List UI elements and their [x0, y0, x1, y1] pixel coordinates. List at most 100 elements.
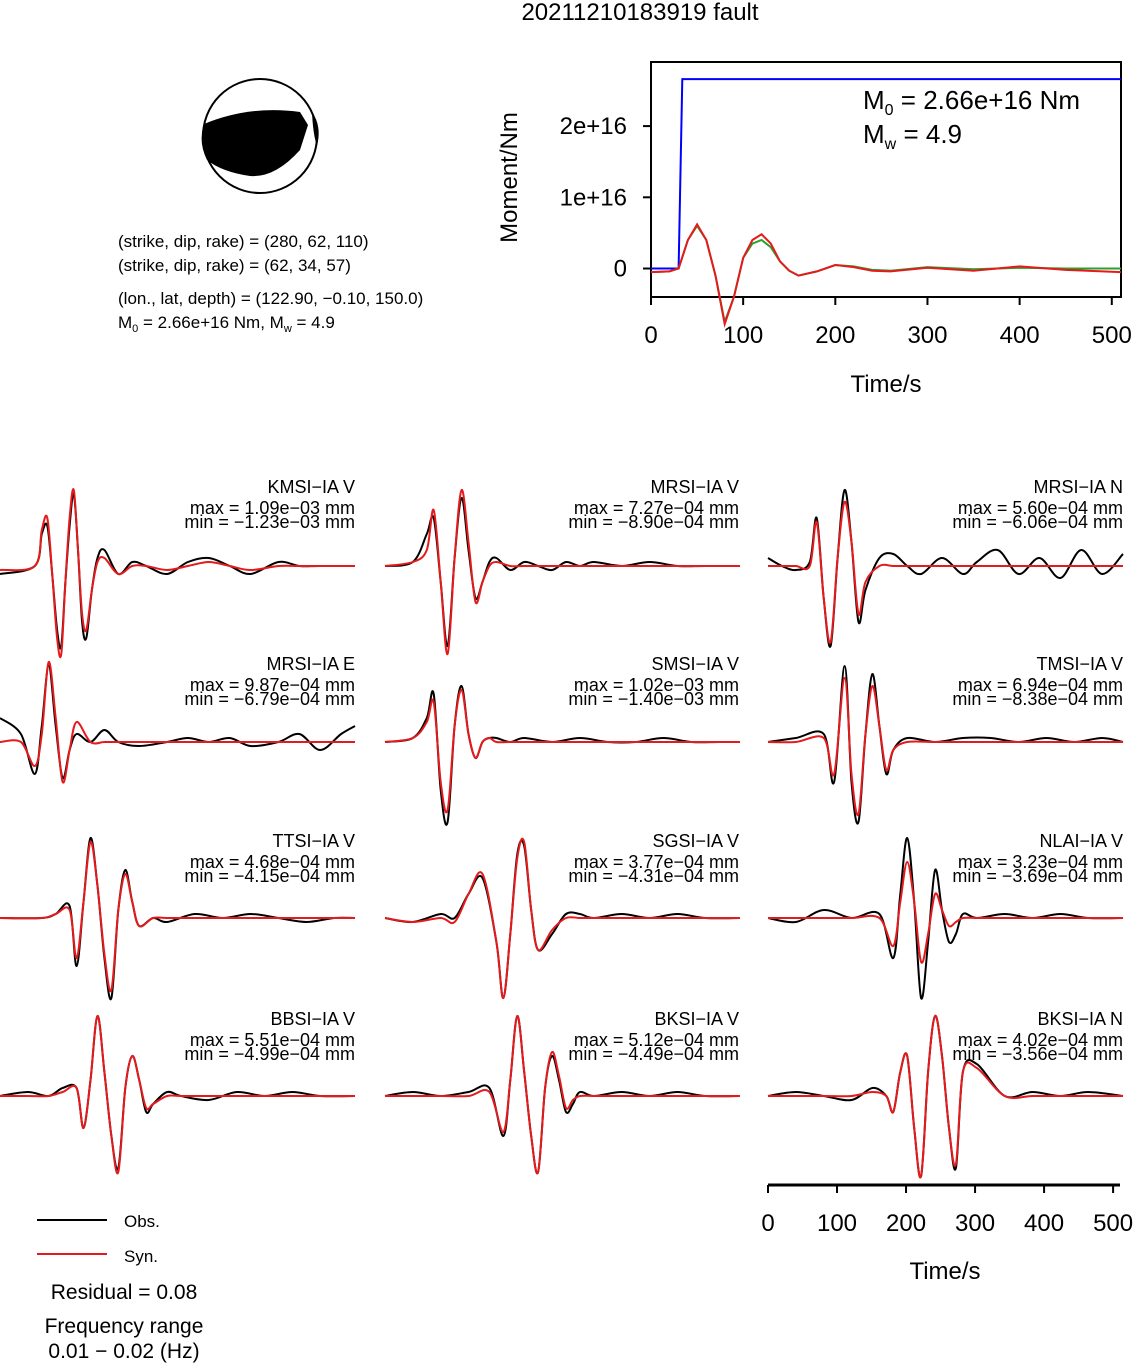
- moment-xtick-label: 500: [1092, 322, 1132, 349]
- wave-xtick-label: 200: [886, 1210, 926, 1237]
- station-label: SGSI−IA V: [652, 831, 739, 851]
- max-amplitude-label: max = 7.27e−04 mm: [574, 498, 739, 518]
- figure-title: 20211210183919 fault: [521, 0, 758, 26]
- moment-plot-frame: [650, 61, 1122, 298]
- synthetic-waveform: [0, 488, 355, 659]
- max-amplitude-label: max = 1.09e−03 mm: [190, 498, 355, 518]
- moment-label: M0 = 2.66e+16 Nm, Mw = 4.9: [118, 313, 335, 335]
- wave-xtick-label: 100: [817, 1210, 857, 1237]
- synthetic-waveform: [768, 860, 1123, 964]
- min-amplitude-label: min = −6.79e−04 mm: [184, 689, 355, 709]
- legend: Obs. Syn.: [37, 1212, 160, 1266]
- synthetic-waveform: [384, 837, 740, 1000]
- station-label: NLAI−IA V: [1039, 831, 1123, 851]
- max-amplitude-label: max = 9.87e−04 mm: [190, 675, 355, 695]
- station-label: BKSI−IA V: [654, 1009, 739, 1029]
- wave-xtick-label: 300: [955, 1210, 995, 1237]
- min-amplitude-label: min = −4.15e−04 mm: [184, 866, 355, 886]
- min-amplitude-label: min = −6.06e−04 mm: [952, 512, 1123, 532]
- legend-syn-label: Syn.: [124, 1247, 158, 1266]
- station-label: BBSI−IA V: [270, 1009, 355, 1029]
- max-amplitude-label: max = 5.12e−04 mm: [574, 1030, 739, 1050]
- synthetic-waveform: [767, 1014, 1123, 1179]
- min-amplitude-label: min = −8.38e−04 mm: [952, 689, 1123, 709]
- location-label: (lon., lat, depth) = (122.90, −0.10, 150…: [118, 289, 423, 308]
- plane1-label: (strike, dip, rake) = (280, 62, 110): [118, 232, 369, 251]
- station-label: BKSI−IA N: [1037, 1009, 1123, 1029]
- synthetic-waveform: [767, 676, 1123, 817]
- frequency-title: Frequency range: [45, 1315, 204, 1338]
- station-label: TTSI−IA V: [272, 831, 355, 851]
- moment-xtick-label: 0: [644, 322, 657, 349]
- station-label: SMSI−IA V: [651, 654, 739, 674]
- moment-xtick-label: 200: [815, 322, 855, 349]
- synthetic-waveform: [767, 500, 1123, 644]
- max-amplitude-label: max = 5.51e−04 mm: [190, 1030, 355, 1050]
- observed-waveform: [0, 836, 356, 1001]
- station-label: MRSI−IA V: [650, 477, 739, 497]
- frequency-value: 0.01 − 0.02 (Hz): [48, 1340, 199, 1363]
- min-amplitude-label: min = −3.56e−04 mm: [952, 1044, 1123, 1064]
- max-amplitude-label: max = 3.77e−04 mm: [574, 852, 739, 872]
- moment-rate-chart: 0 100 200 300 400 500 0 1e+16 2e+16 Time/s Moment/…: [496, 61, 1132, 398]
- moment-ylabel: Moment/Nm: [496, 112, 523, 243]
- station-label: MRSI−IA E: [266, 654, 355, 674]
- max-amplitude-label: max = 6.94e−04 mm: [958, 675, 1123, 695]
- beachball-icon: [201, 78, 319, 194]
- max-amplitude-label: max = 4.02e−04 mm: [958, 1030, 1123, 1050]
- moment-xlabel: Time/s: [850, 371, 921, 398]
- wave-xtick-label: 400: [1024, 1210, 1064, 1237]
- station-label: MRSI−IA N: [1033, 477, 1123, 497]
- wave-xtick-label: 500: [1093, 1210, 1133, 1237]
- moment-xtick-label: 400: [1000, 322, 1040, 349]
- synthetic-waveform: [0, 1014, 355, 1175]
- station-label: TMSI−IA V: [1036, 654, 1123, 674]
- synthetic-waveform: [0, 660, 355, 784]
- moment-xtick-label: 100: [723, 322, 763, 349]
- wave-xlabel: Time/s: [909, 1258, 980, 1285]
- synthetic-waveform: [0, 840, 355, 993]
- moment-series-line-2: [650, 222, 1122, 329]
- max-amplitude-label: max = 4.68e−04 mm: [190, 852, 355, 872]
- min-amplitude-label: min = −8.90e−04 mm: [568, 512, 739, 532]
- moment-annotation-m0: M0 = 2.66e+16 Nm: [863, 85, 1080, 119]
- synthetic-waveform: [384, 1014, 740, 1175]
- min-amplitude-label: min = −4.31e−04 mm: [568, 866, 739, 886]
- moment-xtick-label: 300: [907, 322, 947, 349]
- min-amplitude-label: min = −4.49e−04 mm: [568, 1044, 739, 1064]
- moment-ytick-label: 0: [614, 256, 627, 283]
- moment-ytick-label: 1e+16: [560, 184, 627, 211]
- moment-ytick-label: 2e+16: [560, 113, 627, 140]
- station-label: KMSI−IA V: [267, 477, 355, 497]
- min-amplitude-label: min = −4.99e−04 mm: [184, 1044, 355, 1064]
- legend-obs-label: Obs.: [124, 1212, 160, 1231]
- synthetic-waveform: [384, 488, 740, 656]
- wave-xtick-label: 0: [761, 1210, 774, 1237]
- residual-label: Residual = 0.08: [51, 1281, 198, 1304]
- min-amplitude-label: min = −1.23e−03 mm: [184, 512, 355, 532]
- min-amplitude-label: min = −3.69e−04 mm: [952, 866, 1123, 886]
- waveform-time-axis: 0 100 200 300 400 500 Time/s: [761, 1183, 1133, 1285]
- moment-annotation-mw: Mw = 4.9: [863, 119, 962, 153]
- max-amplitude-label: max = 5.60e−04 mm: [958, 498, 1123, 518]
- max-amplitude-label: max = 1.02e−03 mm: [574, 675, 739, 695]
- synthetic-waveform: [384, 688, 740, 814]
- moment-series-line-0: [651, 78, 1121, 270]
- max-amplitude-label: max = 3.23e−04 mm: [958, 852, 1123, 872]
- plane2-label: (strike, dip, rake) = (62, 34, 57): [118, 256, 351, 275]
- min-amplitude-label: min = −1.40e−03 mm: [568, 689, 739, 709]
